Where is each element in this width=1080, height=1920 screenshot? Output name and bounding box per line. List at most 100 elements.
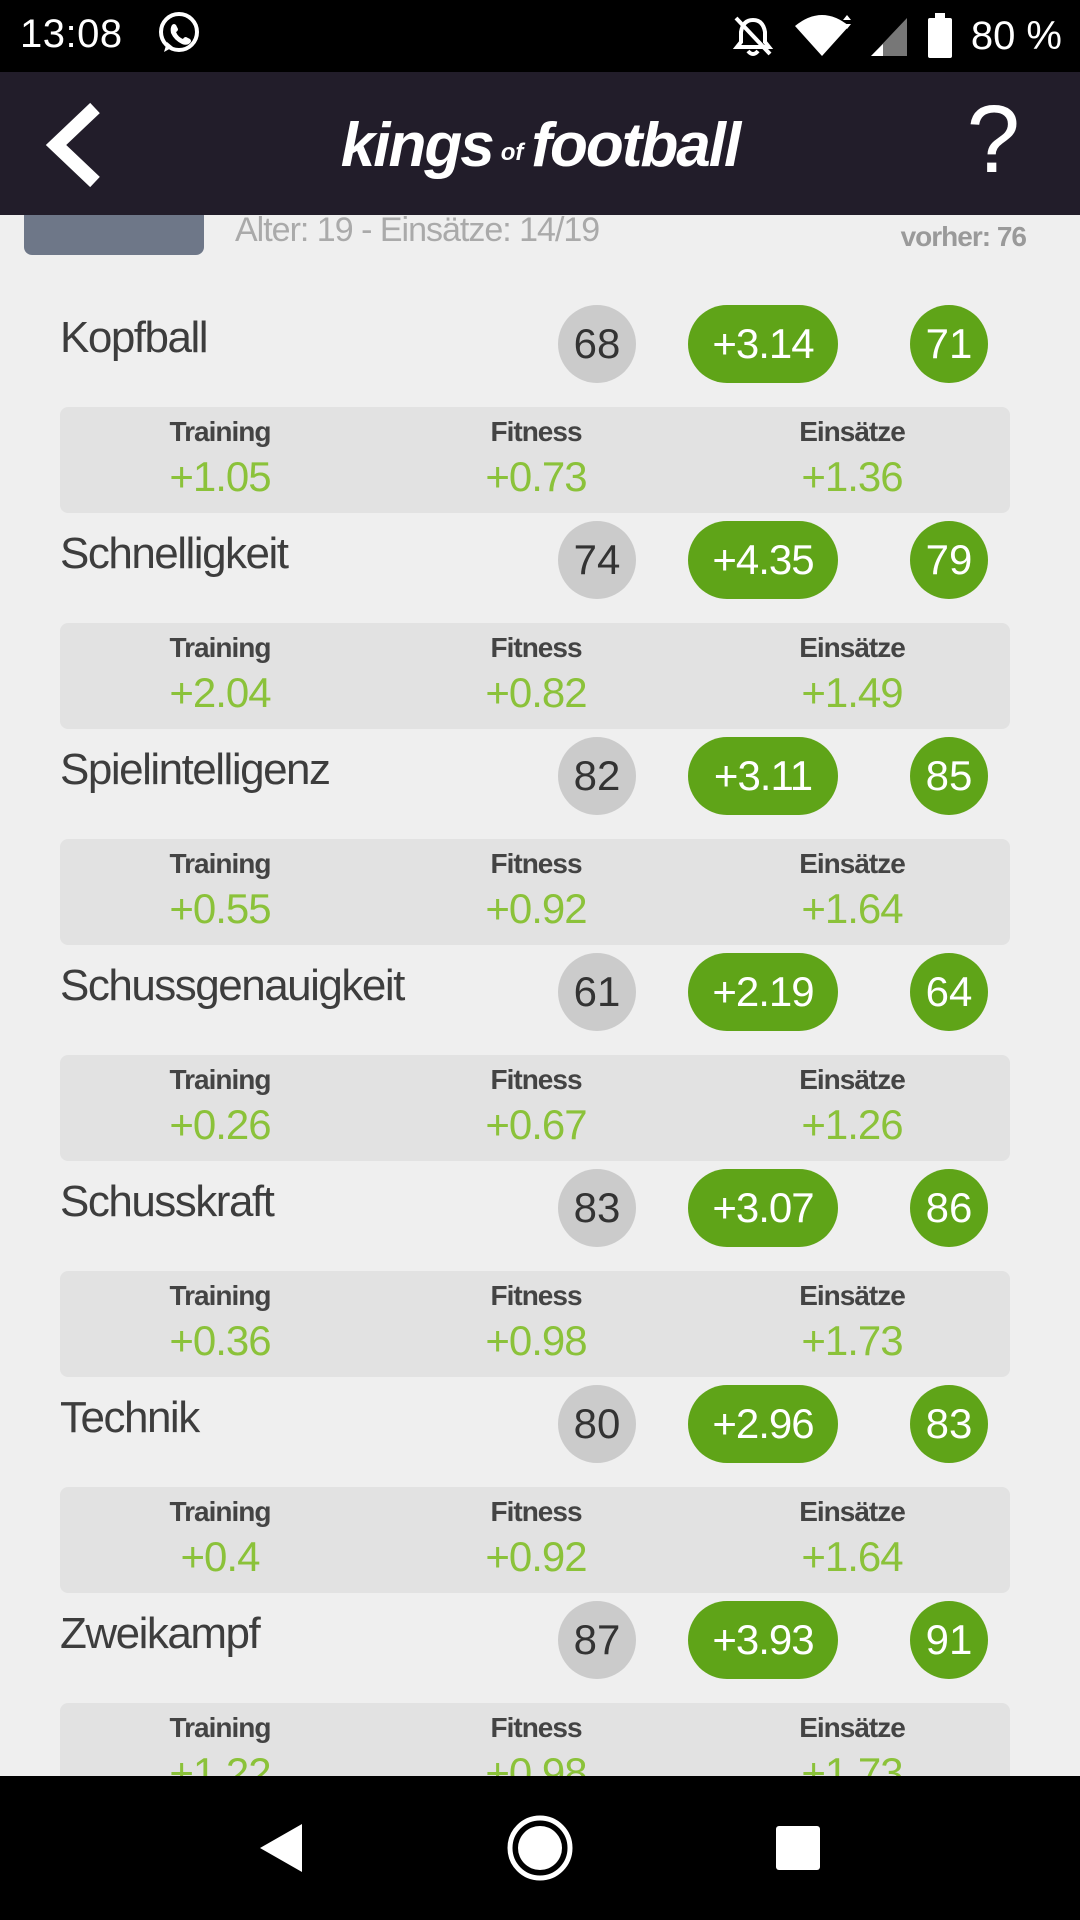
breakdown-fitness: Fitness +0.98: [416, 1709, 656, 1776]
training-value: +2.04: [169, 669, 271, 716]
logo-text-football: football: [531, 111, 741, 180]
attribute-name: Schnelligkeit: [60, 529, 289, 578]
previous-value-badge: 83: [558, 1169, 636, 1247]
breakdown-einsaetze: Einsätze +1.49: [732, 629, 972, 719]
breakdown-training: Training +0.4: [100, 1493, 340, 1583]
attribute-header: Zweikampf 87 +3.93 91: [60, 1589, 1010, 1689]
training-label: Training: [169, 632, 272, 663]
fitness-value: +0.92: [485, 885, 587, 932]
breakdown-einsaetze: Einsätze +1.26: [732, 1061, 972, 1151]
attribute-header: Schusskraft 83 +3.07 86: [60, 1157, 1010, 1257]
player-meta: Alter: 19 - Einsätze: 14/19: [235, 215, 600, 249]
new-value-badge: 83: [910, 1385, 988, 1463]
battery-percentage: 80 %: [970, 13, 1062, 58]
attribute-name: Kopfball: [60, 313, 209, 362]
previous-value-badge: 87: [558, 1601, 636, 1679]
breakdown-fitness: Fitness +0.67: [416, 1061, 656, 1151]
einsaetze-value: +1.36: [801, 453, 903, 500]
breakdown-fitness: Fitness +0.82: [416, 629, 656, 719]
breakdown-einsaetze: Einsätze +1.64: [732, 1493, 972, 1583]
wifi-icon: [794, 15, 851, 56]
fitness-value: +0.98: [485, 1317, 587, 1364]
change-breakdown: Training +2.04 Fitness +0.82 Einsätze +1.49: [60, 623, 1010, 729]
change-breakdown: Training +0.4 Fitness +0.92 Einsätze +1.64: [60, 1487, 1010, 1593]
attribute-name: Zweikampf: [60, 1609, 261, 1658]
help-button[interactable]: ?: [966, 86, 1020, 193]
new-value-badge: 86: [910, 1169, 988, 1247]
fitness-label: Fitness: [490, 1064, 582, 1095]
change-breakdown: Training +0.26 Fitness +0.67 Einsätze +1.26: [60, 1055, 1010, 1161]
player-photo: [24, 215, 204, 255]
status-bar: 13:08 80 %: [0, 0, 1080, 72]
previous-value-badge: 68: [558, 305, 636, 383]
einsaetze-value: +1.49: [801, 669, 903, 716]
previous-value-badge: 80: [558, 1385, 636, 1463]
attribute-progress-list[interactable]: Alter: 19 - Einsätze: 14/19 vorher: 76 K…: [0, 215, 1080, 1776]
change-breakdown: Training +1.22 Fitness +0.98 Einsätze +1.73: [60, 1703, 1010, 1776]
fitness-value: +0.67: [485, 1101, 587, 1148]
nav-recents-icon[interactable]: [756, 1806, 840, 1890]
change-badge: +4.35: [688, 521, 838, 599]
breakdown-training: Training +0.36: [100, 1277, 340, 1367]
change-breakdown: Training +0.55 Fitness +0.92 Einsätze +1.64: [60, 839, 1010, 945]
logo-text-kings: kings: [340, 111, 495, 180]
attribute-row: Zweikampf 87 +3.93 91 Training +1.22 Fitness +0…: [60, 1589, 1010, 1776]
breakdown-fitness: Fitness +0.92: [416, 1493, 656, 1583]
fitness-label: Fitness: [490, 848, 582, 879]
attribute-header: Kopfball 68 +3.14 71: [60, 293, 1010, 393]
fitness-label: Fitness: [490, 1496, 582, 1527]
change-breakdown: Training +1.05 Fitness +0.73 Einsätze +1.36: [60, 407, 1010, 513]
training-label: Training: [169, 1064, 272, 1095]
training-value: +0.55: [169, 885, 271, 932]
new-value-badge: 85: [910, 737, 988, 815]
attribute-row: Spielintelligenz 82 +3.11 85 Training +0.55 Fi…: [60, 725, 1010, 945]
einsaetze-label: Einsätze: [799, 848, 906, 879]
attribute-row: Kopfball 68 +3.14 71 Training +1.05 Fitness +0.…: [60, 293, 1010, 513]
breakdown-training: Training +1.22: [100, 1709, 340, 1776]
attribute-header: Schnelligkeit 74 +4.35 79: [60, 509, 1010, 609]
nav-back-icon[interactable]: [238, 1806, 322, 1890]
attribute-name: Schussgenauigkeit: [60, 961, 405, 1010]
app-logo: kings of football: [0, 110, 1080, 181]
breakdown-fitness: Fitness +0.98: [416, 1277, 656, 1367]
fitness-label: Fitness: [490, 1712, 582, 1743]
breakdown-einsaetze: Einsätze +1.64: [732, 845, 972, 935]
fitness-label: Fitness: [490, 1280, 582, 1311]
attribute-row: Schussgenauigkeit 61 +2.19 64 Training +0.26 F…: [60, 941, 1010, 1161]
new-value-badge: 79: [910, 521, 988, 599]
notifications-off-icon: [732, 16, 773, 56]
einsaetze-value: +1.73: [801, 1317, 903, 1364]
fitness-value: +0.92: [485, 1533, 587, 1580]
nav-home-icon[interactable]: [498, 1806, 582, 1890]
attribute-header: Technik 80 +2.96 83: [60, 1373, 1010, 1473]
fitness-label: Fitness: [490, 416, 582, 447]
training-value: +0.36: [169, 1317, 271, 1364]
fitness-value: +0.98: [485, 1749, 587, 1776]
attribute-row: Schusskraft 83 +3.07 86 Training +0.36 Fitness…: [60, 1157, 1010, 1377]
back-chevron-icon[interactable]: [40, 100, 110, 190]
change-badge: +3.14: [688, 305, 838, 383]
einsaetze-label: Einsätze: [799, 1712, 906, 1743]
einsaetze-label: Einsätze: [799, 632, 906, 663]
einsaetze-value: +1.64: [801, 885, 903, 932]
einsaetze-label: Einsätze: [799, 1280, 906, 1311]
change-badge: +2.19: [688, 953, 838, 1031]
training-label: Training: [169, 848, 272, 879]
einsaetze-value: +1.73: [801, 1749, 903, 1776]
breakdown-einsaetze: Einsätze +1.73: [732, 1709, 972, 1776]
einsaetze-label: Einsätze: [799, 416, 906, 447]
attribute-name: Spielintelligenz: [60, 745, 331, 794]
previous-value-badge: 74: [558, 521, 636, 599]
battery-icon: [927, 13, 952, 58]
previous-value-badge: 82: [558, 737, 636, 815]
einsaetze-label: Einsätze: [799, 1064, 906, 1095]
fitness-label: Fitness: [490, 632, 582, 663]
attribute-header: Spielintelligenz 82 +3.11 85: [60, 725, 1010, 825]
einsaetze-value: +1.26: [801, 1101, 903, 1148]
breakdown-einsaetze: Einsätze +1.73: [732, 1277, 972, 1367]
training-label: Training: [169, 1496, 272, 1527]
new-value-badge: 64: [910, 953, 988, 1031]
training-value: +1.22: [169, 1749, 271, 1776]
fitness-value: +0.82: [485, 669, 587, 716]
fitness-value: +0.73: [485, 453, 587, 500]
